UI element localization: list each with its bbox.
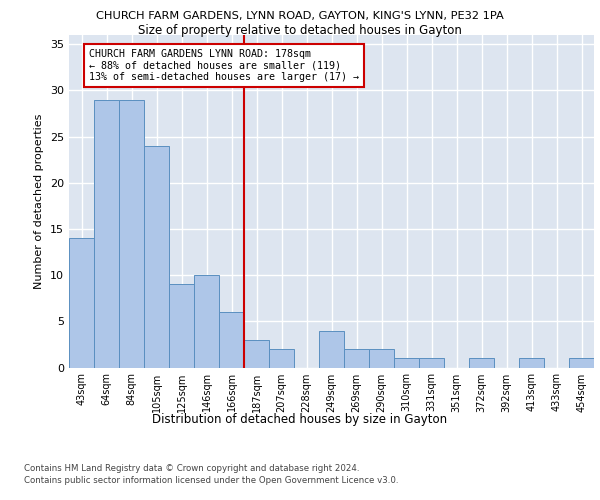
Bar (169, 284, 194, 368)
Bar (419, 358, 444, 368)
Text: CHURCH FARM GARDENS LYNN ROAD: 178sqm
← 88% of detached houses are smaller (119): CHURCH FARM GARDENS LYNN ROAD: 178sqm ← … (89, 49, 359, 82)
Bar (94, 100, 119, 368)
Text: Contains HM Land Registry data © Crown copyright and database right 2024.: Contains HM Land Registry data © Crown c… (24, 464, 359, 473)
Bar (469, 358, 494, 368)
Bar (69, 238, 94, 368)
Bar (369, 349, 394, 368)
Bar (119, 100, 144, 368)
Text: CHURCH FARM GARDENS, LYNN ROAD, GAYTON, KING'S LYNN, PE32 1PA: CHURCH FARM GARDENS, LYNN ROAD, GAYTON, … (96, 11, 504, 21)
Bar (569, 358, 594, 368)
Y-axis label: Number of detached properties: Number of detached properties (34, 114, 44, 289)
Bar (319, 330, 344, 368)
Bar (144, 146, 169, 368)
Text: Contains public sector information licensed under the Open Government Licence v3: Contains public sector information licen… (24, 476, 398, 485)
Bar (194, 275, 219, 368)
Bar (244, 340, 269, 367)
Bar (344, 349, 369, 368)
Text: Distribution of detached houses by size in Gayton: Distribution of detached houses by size … (152, 412, 448, 426)
Bar (269, 349, 294, 368)
Bar (394, 358, 419, 368)
Bar (219, 312, 244, 368)
Text: Size of property relative to detached houses in Gayton: Size of property relative to detached ho… (138, 24, 462, 37)
Bar (519, 358, 544, 368)
